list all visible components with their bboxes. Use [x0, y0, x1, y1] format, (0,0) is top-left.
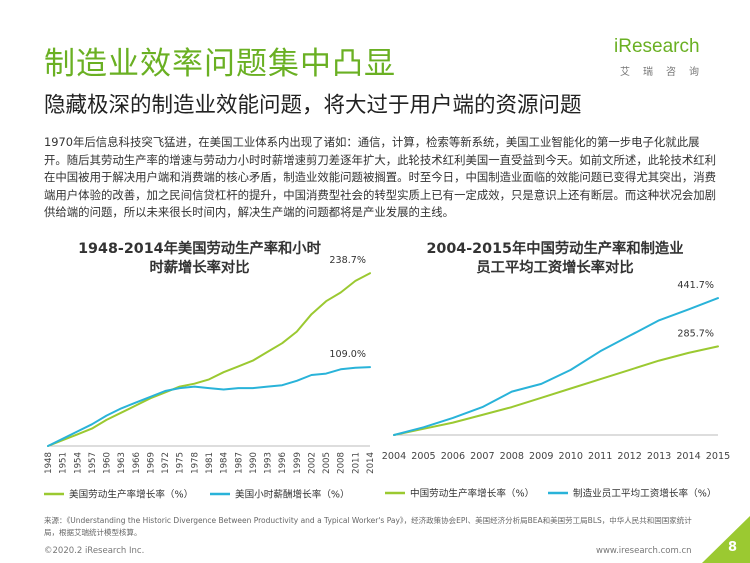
chart-1-series-2-line: [47, 366, 371, 447]
chart-2-x-tick: 2007: [470, 451, 494, 462]
chart-1-series-2-end-label: 109.0%: [329, 349, 366, 360]
chart-2-series-1-end-label: 285.7%: [677, 328, 714, 339]
source-note: 来源：《Understanding the Historic Divergenc…: [44, 516, 692, 537]
chart-1-x-tick: 1993: [264, 452, 274, 474]
chart-1-x-tick: 1987: [234, 452, 244, 474]
chart-2-title: 2004-2015年中国劳动生产率和制造业员工平均工资增长率对比: [426, 241, 684, 276]
chart-1-x-tick: 1990: [249, 452, 259, 474]
chart-2-legend-label-2: 制造业员工平均工资增长率（%）: [573, 488, 716, 500]
chart-2-series-2-end-label: 441.7%: [677, 280, 714, 291]
chart-1-x-tick: 1999: [293, 452, 303, 474]
chart-1-title: 1948-2014年美国劳动生产率和小时时薪增长率对比: [78, 241, 321, 276]
chart-2-x-tick: 2013: [647, 451, 671, 462]
page-number: 8: [728, 540, 738, 555]
chart-2-x-tick: 2015: [706, 451, 730, 462]
page-corner-triangle: [702, 516, 750, 563]
chart-1-x-tick: 1960: [103, 452, 113, 474]
logo-subtext: 艾瑞咨询: [620, 67, 712, 78]
chart-2-series-2-line: [393, 297, 719, 436]
page-title: 制造业效率问题集中凸显: [44, 46, 396, 82]
chart-2-x-tick: 2011: [588, 451, 612, 462]
chart-1-x-tick: 1951: [59, 452, 69, 474]
chart-2-x-tick: 2004: [382, 451, 406, 462]
chart-1-x-tick: 1984: [220, 452, 230, 474]
chart-1-x-tick: 2008: [337, 452, 347, 474]
chart-1-legend-label-1: 美国劳动生产率增长率（%）: [69, 489, 193, 501]
chart-2-legend-label-1: 中国劳动生产率增长率（%）: [410, 488, 534, 500]
chart-2-x-tick: 2014: [676, 451, 700, 462]
copyright: ©2020.2 iResearch Inc.: [44, 546, 145, 556]
chart-1-x-tick: 1996: [278, 452, 288, 474]
chart-1-x-tick: 1966: [132, 452, 142, 474]
chart-1-x-tick: 1963: [117, 452, 127, 474]
page-subtitle: 隐藏极深的制造业效能问题，将大过于用户端的资源问题: [44, 93, 582, 118]
chart-1-x-tick: 2011: [351, 452, 361, 474]
logo-text: iResearch: [614, 36, 700, 57]
chart-1-x-tick: 2005: [322, 452, 332, 474]
chart-2-series-1-line: [393, 345, 719, 436]
chart-2-x-tick: 2010: [559, 451, 583, 462]
chart-2-x-tick: 2005: [411, 451, 435, 462]
chart-1-x-tick: 1948: [44, 452, 54, 474]
chart-1-x-tick: 2002: [307, 452, 317, 474]
chart-1-x-tick: 1969: [146, 452, 156, 474]
chart-1-x-tick: 1978: [190, 452, 200, 474]
chart-1-series-1-end-label: 238.7%: [329, 255, 366, 266]
chart-1-legend-label-2: 美国小时薪酬增长率（%）: [235, 489, 350, 501]
chart-1-series-1-line: [47, 272, 371, 447]
website-link[interactable]: www.iresearch.com.cn: [596, 546, 692, 556]
chart-2-x-tick: 2008: [500, 451, 524, 462]
chart-2-x-tick: 2006: [441, 451, 465, 462]
chart-1-x-tick: 2014: [366, 452, 376, 474]
chart-1-x-tick: 1972: [161, 452, 171, 474]
chart-1-x-tick: 1954: [73, 452, 83, 474]
chart-1-x-tick: 1981: [205, 452, 215, 474]
iresearch-logo: iResearch 艾瑞咨询: [612, 36, 712, 84]
chart-2-x-tick: 2009: [529, 451, 553, 462]
chart-1-x-tick: 1975: [176, 452, 186, 474]
chart-1-x-tick: 1957: [88, 452, 98, 474]
chart-2-x-tick: 2012: [617, 451, 641, 462]
body-paragraph: 1970年后信息科技突飞猛进，在美国工业体系内出现了诸如：通信，计算，检索等新系…: [44, 135, 717, 220]
